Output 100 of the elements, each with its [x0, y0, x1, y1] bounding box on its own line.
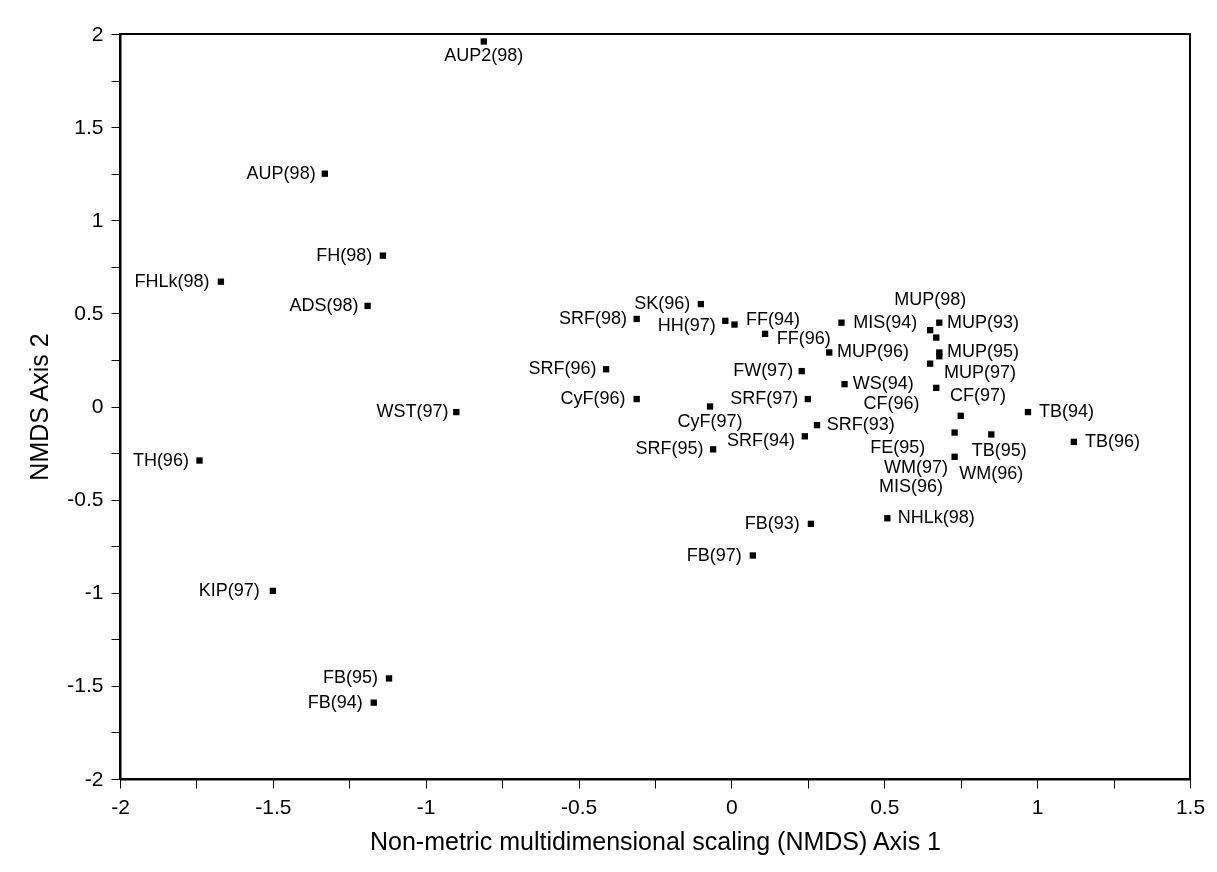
- y-axis-title: NMDS Axis 2: [25, 333, 54, 481]
- point: [706, 403, 714, 410]
- annotation: TH(96): [132, 449, 189, 470]
- point: [807, 520, 815, 527]
- point: [480, 38, 487, 45]
- annotation: MIS(94): [853, 311, 918, 332]
- annotation: WM(96): [959, 463, 1024, 484]
- point: [731, 321, 738, 328]
- annotation: TB(96): [1084, 430, 1140, 451]
- point: [633, 395, 640, 403]
- point: [1070, 438, 1077, 446]
- annotation: ADS(98): [289, 294, 359, 315]
- annotation: MUP(93): [947, 311, 1020, 332]
- annotation: AUP(98): [246, 162, 316, 183]
- point: [633, 315, 640, 323]
- point: [364, 302, 371, 310]
- y-tick-label: 1.5: [74, 114, 104, 138]
- point: [798, 367, 805, 375]
- point: [602, 366, 610, 373]
- annotation: FHLk(98): [134, 270, 210, 291]
- point: [697, 300, 705, 308]
- y-tick-label: -0.5: [67, 487, 104, 511]
- annotation: SRF(93): [826, 414, 895, 435]
- annotation: AUP2(98): [444, 45, 524, 66]
- y-tick-label: -1.5: [67, 673, 104, 697]
- point: [761, 330, 769, 338]
- annotation: WS(94): [852, 373, 914, 394]
- annotation: SRF(95): [635, 438, 704, 459]
- annotation: MUP(95): [947, 341, 1020, 362]
- x-tick-label: -1: [416, 794, 436, 818]
- x-tick-label: -0.5: [560, 794, 598, 818]
- annotation: CF(97): [949, 385, 1006, 406]
- annotation: FB(94): [307, 691, 363, 712]
- y-tick-label: 1: [91, 207, 104, 231]
- point: [936, 319, 943, 326]
- x-tick-label: 1: [1031, 794, 1044, 818]
- point: [926, 360, 934, 367]
- y-tick-label: -1: [84, 580, 104, 604]
- y-tick-label: 2: [91, 21, 104, 45]
- annotation: MUP(97): [943, 361, 1016, 382]
- point: [933, 334, 940, 341]
- point: [933, 384, 940, 392]
- annotation: SRF(96): [528, 358, 597, 379]
- point: [379, 252, 387, 259]
- y-tick-label: 0.5: [74, 300, 104, 324]
- annotation: CyF(96): [560, 388, 626, 409]
- annotation: FW(97): [733, 360, 794, 381]
- annotation: SRF(94): [727, 430, 796, 451]
- point: [826, 349, 833, 356]
- x-tick-label: 0.5: [870, 794, 900, 818]
- x-tick-label: -1.5: [255, 794, 292, 818]
- point: [926, 326, 934, 334]
- annotation: HH(97): [657, 314, 716, 335]
- annotation: MUP(98): [894, 289, 967, 310]
- point: [385, 675, 393, 682]
- point: [813, 421, 821, 429]
- point: [801, 433, 808, 440]
- annotation: FB(93): [744, 512, 800, 533]
- annotation: MUP(96): [836, 341, 909, 362]
- annotation: SRF(97): [730, 388, 799, 409]
- point: [957, 412, 964, 419]
- annotation: FB(95): [322, 667, 378, 688]
- point: [988, 431, 995, 438]
- annotation: NHLk(98): [897, 507, 975, 528]
- y-tick-label: -2: [84, 766, 104, 790]
- x-tick-label: 0: [726, 794, 738, 818]
- point: [709, 446, 717, 453]
- annotation: FB(97): [686, 544, 742, 565]
- x-tick-label: 1.5: [1175, 794, 1206, 818]
- annotation: CyF(97): [677, 410, 743, 431]
- annotation: FE(95): [870, 436, 926, 457]
- point: [722, 317, 729, 324]
- x-axis-title: Non-metric multidimensional scaling (NMDS) Axis 1: [370, 826, 941, 855]
- point: [936, 353, 943, 360]
- annotation: KIP(97): [198, 579, 260, 600]
- annotation: WM(97): [884, 456, 948, 477]
- point: [749, 552, 756, 559]
- x-tick-label: -2: [111, 794, 130, 818]
- annotation: TB(95): [971, 439, 1027, 460]
- annotation: FF(94): [746, 308, 801, 329]
- point: [804, 395, 812, 403]
- annotation: SRF(98): [558, 307, 627, 328]
- y-tick-label: 0: [91, 394, 104, 417]
- point: [951, 453, 958, 460]
- point: [217, 278, 225, 285]
- annotation: CF(96): [863, 392, 920, 413]
- point: [884, 515, 891, 522]
- point: [841, 380, 848, 388]
- point: [951, 429, 958, 436]
- point: [196, 457, 203, 464]
- point: [321, 170, 328, 177]
- point: [269, 587, 277, 595]
- annotation: WST(97): [376, 401, 449, 422]
- point: [453, 408, 460, 416]
- annotation: FH(98): [316, 244, 373, 265]
- point: [1024, 408, 1032, 416]
- annotation: TB(94): [1039, 401, 1095, 422]
- point: [370, 699, 377, 706]
- point: [838, 319, 845, 326]
- annotation: SK(96): [634, 293, 691, 314]
